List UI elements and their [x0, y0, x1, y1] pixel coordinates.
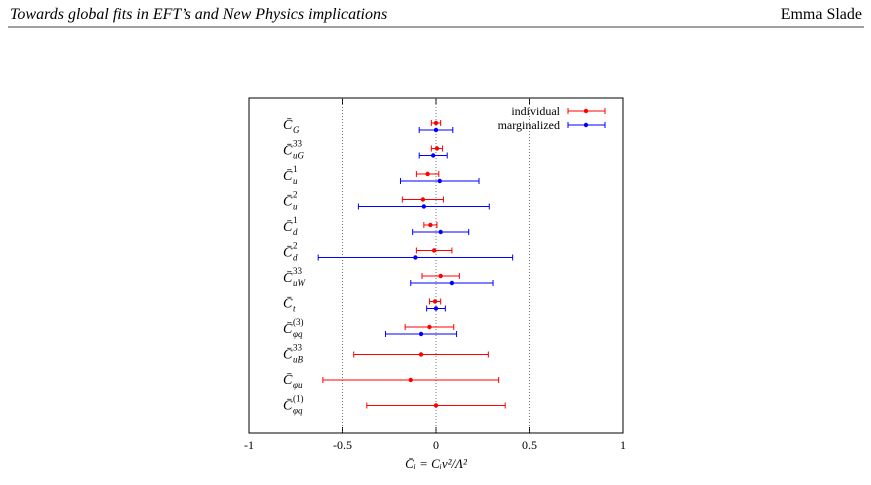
category-symbol: C̄ [283, 194, 293, 209]
point [418, 352, 424, 357]
category-symbol: C̄ [283, 398, 293, 413]
category-symbol: C̄ [283, 245, 293, 260]
category-symbol: C̄ [283, 347, 293, 362]
point [413, 255, 418, 260]
x-tick-label: -1 [244, 438, 254, 452]
category-superscript: (3) [293, 317, 304, 327]
category-subscript: u [293, 202, 298, 212]
point [433, 127, 439, 133]
category-subscript: uG [293, 151, 305, 161]
point [433, 403, 439, 408]
point [420, 197, 426, 202]
legend-point [583, 122, 589, 128]
category-subscript: φq [293, 329, 303, 339]
category-subscript: d [293, 227, 298, 237]
point [428, 222, 433, 228]
point [421, 204, 427, 209]
category-subscript: u [293, 176, 298, 186]
category-symbol: C̄ [283, 143, 293, 158]
point [433, 306, 439, 311]
category-superscript: 1 [293, 164, 298, 174]
category-superscript: 2 [293, 241, 298, 251]
category-superscript: 33 [293, 139, 303, 149]
point [449, 280, 455, 286]
x-tick-label: 0.5 [522, 438, 537, 452]
point [432, 299, 438, 304]
running-author: Emma Slade [781, 6, 862, 23]
category-symbol: C̄ [283, 271, 293, 286]
point [427, 324, 432, 330]
category-symbol: C̄ [283, 118, 293, 133]
category-superscript: (1) [293, 394, 304, 404]
category-superscript: 33 [293, 343, 303, 353]
point [418, 331, 424, 337]
point [438, 273, 443, 279]
legend-point [583, 108, 589, 114]
point [431, 248, 437, 253]
category-subscript: φu [293, 380, 303, 390]
category-superscript: 1 [293, 215, 298, 225]
category-subscript: φq [293, 406, 303, 416]
category-subscript: d [293, 253, 298, 263]
point [437, 178, 442, 184]
x-tick-label: 1 [620, 438, 626, 452]
category-superscript: 33 [293, 266, 303, 276]
x-axis-label: C̄ᵢ = Cᵢv²/Λ² [405, 456, 468, 471]
category-subscript: t [293, 304, 296, 314]
x-tick-label: -0.5 [333, 438, 352, 452]
point [433, 120, 439, 126]
category-symbol: C̄ [283, 373, 293, 388]
category-symbol: C̄ [283, 169, 293, 184]
point [425, 171, 430, 177]
category-symbol: C̄ [283, 220, 293, 235]
category-symbol: C̄ [283, 296, 293, 311]
legend-label: marginalized [498, 118, 560, 132]
point [438, 229, 443, 235]
category-subscript: uW [293, 278, 307, 288]
point [434, 146, 440, 151]
legend-label: individual [511, 104, 560, 118]
point [430, 153, 436, 158]
category-symbol: C̄ [283, 322, 293, 337]
category-subscript: uB [293, 355, 304, 365]
x-tick-label: 0 [433, 438, 439, 452]
category-superscript: 2 [293, 190, 298, 200]
category-subscript: G [293, 125, 300, 135]
point [408, 377, 413, 383]
running-title: Towards global fits in EFT’s and New Phy… [10, 6, 387, 23]
